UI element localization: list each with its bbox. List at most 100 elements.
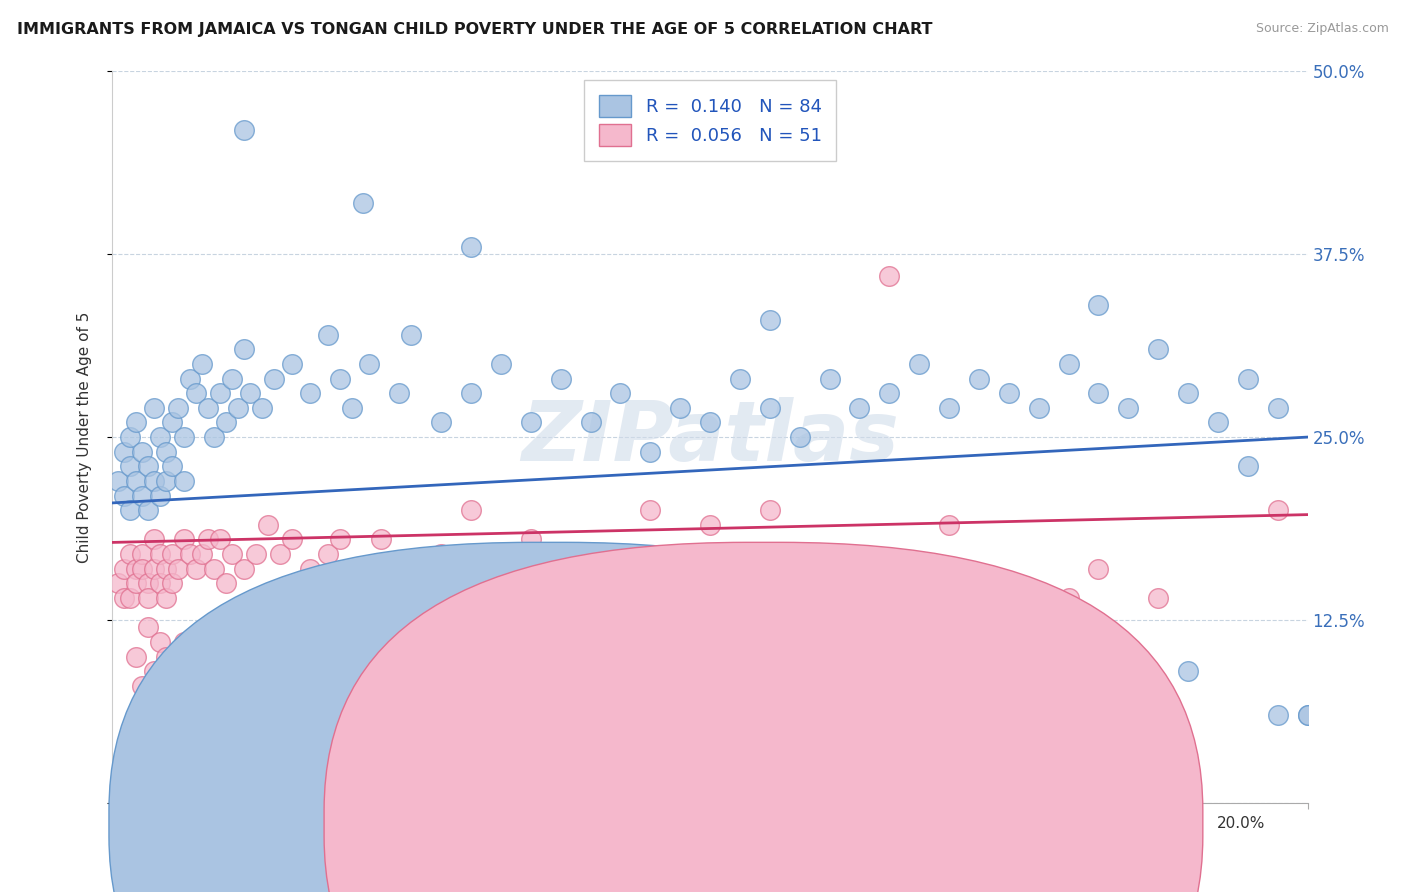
Point	[329, 533, 352, 547]
Point	[520, 416, 543, 430]
Point	[226, 401, 249, 415]
Point	[789, 430, 811, 444]
Point	[131, 679, 153, 693]
Point	[107, 474, 129, 488]
Point	[1177, 664, 1199, 678]
Point	[114, 562, 135, 576]
Point	[269, 547, 291, 561]
Point	[197, 679, 219, 693]
Point	[388, 620, 411, 634]
Point	[233, 123, 256, 137]
Text: 0.0%: 0.0%	[176, 816, 215, 831]
Point	[191, 357, 214, 371]
Y-axis label: Child Poverty Under the Age of 5: Child Poverty Under the Age of 5	[77, 311, 91, 563]
Point	[125, 649, 148, 664]
Point	[143, 533, 166, 547]
Point	[239, 386, 262, 401]
Point	[938, 517, 960, 532]
Point	[155, 562, 177, 576]
Point	[1147, 591, 1170, 605]
Point	[1028, 679, 1050, 693]
Point	[173, 474, 195, 488]
Point	[401, 562, 423, 576]
Point	[257, 517, 280, 532]
Point	[699, 547, 721, 561]
Point	[197, 533, 219, 547]
Point	[120, 430, 142, 444]
Point	[1296, 708, 1319, 723]
Point	[316, 327, 339, 342]
Point	[120, 591, 142, 605]
Point	[759, 401, 782, 415]
Point	[353, 664, 375, 678]
Point	[430, 416, 453, 430]
Point	[125, 562, 148, 576]
Point	[520, 533, 543, 547]
Point	[191, 547, 214, 561]
Point	[848, 401, 870, 415]
Point	[430, 547, 453, 561]
Point	[143, 401, 166, 415]
Point	[340, 401, 363, 415]
Point	[138, 576, 160, 591]
Point	[131, 444, 153, 458]
Point	[370, 533, 392, 547]
Point	[1028, 401, 1050, 415]
Point	[245, 547, 267, 561]
Point	[281, 533, 304, 547]
Point	[149, 489, 172, 503]
Point	[209, 635, 232, 649]
Point	[202, 430, 225, 444]
Point	[388, 386, 411, 401]
Point	[281, 357, 304, 371]
Point	[149, 576, 172, 591]
Point	[162, 459, 183, 474]
Point	[329, 371, 352, 385]
Point	[1267, 503, 1289, 517]
Point	[1147, 343, 1170, 357]
Point	[879, 269, 901, 284]
Point	[550, 371, 572, 385]
Text: IMMIGRANTS FROM JAMAICA VS TONGAN CHILD POVERTY UNDER THE AGE OF 5 CORRELATION C: IMMIGRANTS FROM JAMAICA VS TONGAN CHILD …	[17, 22, 932, 37]
Point	[1267, 401, 1289, 415]
Point	[131, 547, 153, 561]
Point	[167, 562, 190, 576]
Point	[1087, 562, 1109, 576]
Point	[155, 649, 177, 664]
Point	[125, 416, 148, 430]
Point	[353, 196, 375, 211]
Point	[609, 386, 631, 401]
Point	[311, 635, 333, 649]
Point	[120, 547, 142, 561]
Point	[114, 489, 135, 503]
Point	[298, 562, 321, 576]
Point	[131, 562, 153, 576]
Point	[186, 649, 208, 664]
Point	[789, 591, 811, 605]
Point	[138, 591, 160, 605]
Point	[186, 386, 208, 401]
Point	[879, 386, 901, 401]
Point	[125, 576, 148, 591]
Point	[114, 591, 135, 605]
Point	[221, 371, 243, 385]
Point	[143, 664, 166, 678]
Point	[138, 620, 160, 634]
Point	[938, 401, 960, 415]
Point	[162, 547, 183, 561]
Point	[1296, 708, 1319, 723]
Point	[149, 547, 172, 561]
Point	[401, 327, 423, 342]
Point	[233, 343, 256, 357]
Point	[263, 371, 285, 385]
Point	[1267, 708, 1289, 723]
Point	[640, 503, 662, 517]
Point	[1177, 386, 1199, 401]
Point	[699, 416, 721, 430]
Point	[143, 562, 166, 576]
Point	[149, 430, 172, 444]
Point	[209, 386, 232, 401]
Point	[759, 313, 782, 327]
Point	[1118, 401, 1140, 415]
Point	[728, 371, 751, 385]
